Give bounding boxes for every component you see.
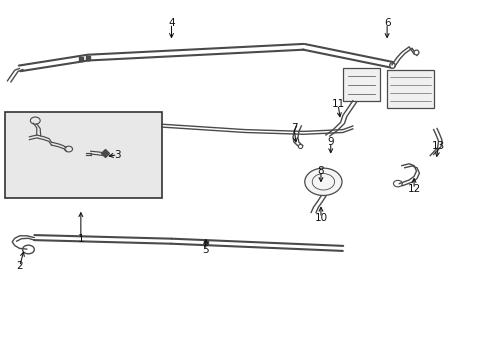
Text: 5: 5 [202,245,209,255]
Bar [387,70,434,108]
Text: 8: 8 [318,166,324,176]
Text: 6: 6 [384,18,391,28]
Text: 1: 1 [77,234,84,244]
Text: 9: 9 [327,137,334,147]
Text: 13: 13 [432,141,445,151]
Text: 4: 4 [168,18,175,28]
Text: 10: 10 [315,213,327,223]
Text: 11: 11 [331,99,345,109]
Text: 3: 3 [114,150,121,160]
Bar [5,112,162,198]
Bar [343,68,380,101]
Text: 12: 12 [407,184,421,194]
Text: 2: 2 [16,261,23,271]
Text: 7: 7 [291,123,297,133]
Circle shape [305,168,342,195]
